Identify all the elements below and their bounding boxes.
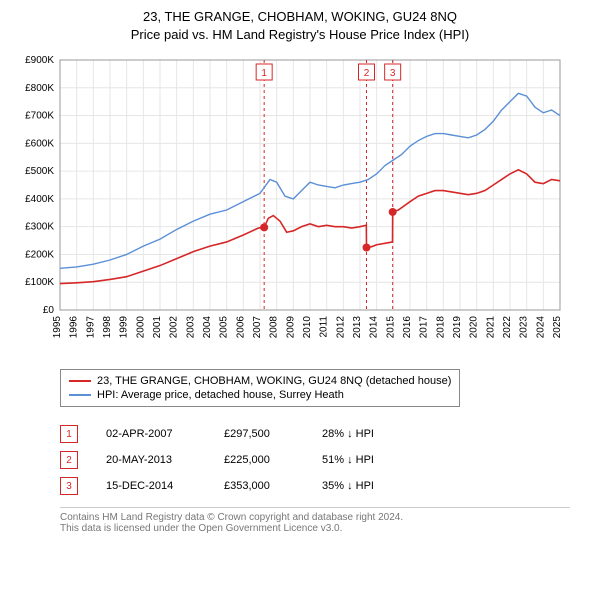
svg-text:2015: 2015 <box>385 316 396 339</box>
svg-text:£400K: £400K <box>25 194 54 205</box>
svg-text:2: 2 <box>364 68 370 79</box>
event-row: 1 02-APR-2007 £297,500 28% ↓ HPI <box>60 421 590 447</box>
svg-text:£200K: £200K <box>25 250 54 261</box>
event-table: 1 02-APR-2007 £297,500 28% ↓ HPI 2 20-MAY-201… <box>60 421 590 499</box>
svg-text:2020: 2020 <box>469 316 480 339</box>
svg-text:2018: 2018 <box>435 316 446 339</box>
svg-text:2002: 2002 <box>169 316 180 339</box>
marker-icon <box>260 224 268 232</box>
svg-text:2000: 2000 <box>135 316 146 339</box>
event-price: £297,500 <box>224 428 294 440</box>
event-badge: 3 <box>60 477 78 495</box>
event-price: £353,000 <box>224 480 294 492</box>
legend-swatch-icon <box>69 380 91 382</box>
svg-text:1996: 1996 <box>69 316 80 339</box>
legend-row: 23, THE GRANGE, CHOBHAM, WOKING, GU24 8N… <box>69 374 451 388</box>
svg-text:£800K: £800K <box>25 83 54 94</box>
svg-text:2008: 2008 <box>269 316 280 339</box>
footer-line-2: This data is licensed under the Open Gov… <box>60 523 570 534</box>
svg-text:1998: 1998 <box>102 316 113 339</box>
svg-text:£500K: £500K <box>25 166 54 177</box>
chart-svg: £0 £100K £200K £300K £400K £500K £600K £700K £80… <box>10 50 570 350</box>
svg-text:2017: 2017 <box>419 316 430 339</box>
event-row: 2 20-MAY-2013 £225,000 51% ↓ HPI <box>60 447 590 473</box>
footer-note: Contains HM Land Registry data © Crown c… <box>60 507 570 534</box>
legend-label: 23, THE GRANGE, CHOBHAM, WOKING, GU24 8N… <box>97 375 451 387</box>
legend-label: HPI: Average price, detached house, Surr… <box>97 389 344 401</box>
chart-container: 23, THE GRANGE, CHOBHAM, WOKING, GU24 8N… <box>0 0 600 544</box>
svg-text:2009: 2009 <box>285 316 296 339</box>
svg-text:2024: 2024 <box>535 316 546 339</box>
svg-text:£600K: £600K <box>25 139 54 150</box>
event-date: 15-DEC-2014 <box>106 480 196 492</box>
svg-text:£900K: £900K <box>25 55 54 66</box>
footer-line-1: Contains HM Land Registry data © Crown c… <box>60 512 570 523</box>
svg-text:2010: 2010 <box>302 316 313 339</box>
legend: 23, THE GRANGE, CHOBHAM, WOKING, GU24 8N… <box>60 369 460 407</box>
svg-text:2021: 2021 <box>485 316 496 339</box>
svg-text:2003: 2003 <box>185 316 196 339</box>
event-date: 20-MAY-2013 <box>106 454 196 466</box>
svg-text:2019: 2019 <box>452 316 463 339</box>
event-delta: 51% ↓ HPI <box>322 454 374 466</box>
marker-icon <box>389 208 397 216</box>
svg-text:£700K: £700K <box>25 111 54 122</box>
event-delta: 35% ↓ HPI <box>322 480 374 492</box>
svg-text:2004: 2004 <box>202 316 213 339</box>
svg-text:2013: 2013 <box>352 316 363 339</box>
legend-swatch-icon <box>69 394 91 396</box>
event-price: £225,000 <box>224 454 294 466</box>
event-badge: 2 <box>60 451 78 469</box>
svg-text:2011: 2011 <box>319 316 330 338</box>
svg-text:2007: 2007 <box>252 316 263 339</box>
svg-text:2025: 2025 <box>552 316 563 339</box>
svg-text:2006: 2006 <box>235 316 246 339</box>
svg-text:2014: 2014 <box>369 316 380 339</box>
svg-text:2023: 2023 <box>519 316 530 339</box>
svg-text:1997: 1997 <box>85 316 96 339</box>
svg-text:£0: £0 <box>43 305 55 316</box>
svg-text:2001: 2001 <box>152 316 163 339</box>
svg-text:1: 1 <box>261 68 267 79</box>
event-date: 02-APR-2007 <box>106 428 196 440</box>
event-delta: 28% ↓ HPI <box>322 428 374 440</box>
price-chart: £0 £100K £200K £300K £400K £500K £600K £700K £80… <box>10 50 590 355</box>
svg-text:£300K: £300K <box>25 222 54 233</box>
svg-text:3: 3 <box>390 68 396 79</box>
svg-text:1995: 1995 <box>52 316 63 339</box>
title-line-1: 23, THE GRANGE, CHOBHAM, WOKING, GU24 8N… <box>10 8 590 26</box>
event-row: 3 15-DEC-2014 £353,000 35% ↓ HPI <box>60 473 590 499</box>
marker-icon <box>363 244 371 252</box>
svg-text:2005: 2005 <box>219 316 230 339</box>
legend-row: HPI: Average price, detached house, Surr… <box>69 388 451 402</box>
svg-text:1999: 1999 <box>119 316 130 339</box>
svg-text:2022: 2022 <box>502 316 513 339</box>
svg-text:2012: 2012 <box>335 316 346 339</box>
svg-text:2016: 2016 <box>402 316 413 339</box>
svg-text:£100K: £100K <box>25 278 54 289</box>
title-line-2: Price paid vs. HM Land Registry's House … <box>10 26 590 44</box>
event-badge: 1 <box>60 425 78 443</box>
